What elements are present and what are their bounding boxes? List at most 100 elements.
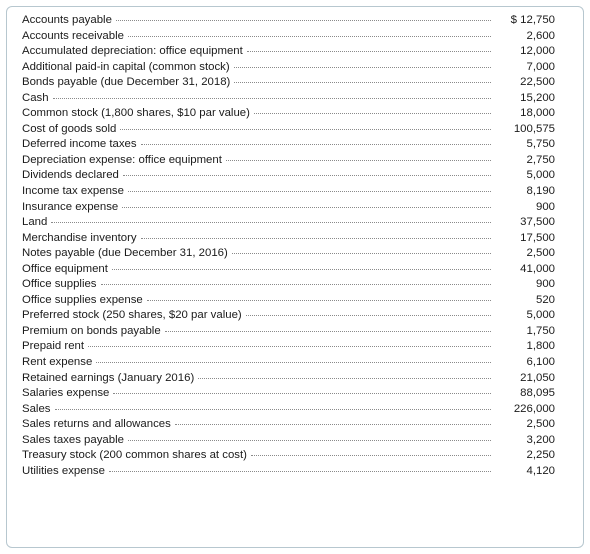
account-row: Sales taxes payable 3,200 <box>22 433 555 449</box>
account-amount: 2,750 <box>526 153 555 166</box>
dot-leader <box>174 424 491 426</box>
account-row: Notes payable (due December 31, 2016) 2,5… <box>22 246 555 262</box>
account-amount: 2,500 <box>526 418 555 431</box>
account-row: Land 37,500 <box>22 215 555 231</box>
account-amount: 4,120 <box>526 464 555 477</box>
dot-leader <box>233 66 491 68</box>
dot-leader <box>250 455 491 457</box>
account-row: Cost of goods sold 100,575 <box>22 122 555 138</box>
account-amount: 2,250 <box>526 449 555 462</box>
account-label: Retained earnings (January 2016) <box>22 371 195 384</box>
dot-leader <box>111 268 491 270</box>
account-row: Accumulated depreciation: office equipme… <box>22 44 555 60</box>
account-label: Accounts receivable <box>22 29 124 42</box>
account-amount: 5,000 <box>526 169 555 182</box>
account-amount: 3,200 <box>526 433 555 446</box>
account-amount: 88,095 <box>520 387 555 400</box>
account-row: Income tax expense 8,190 <box>22 184 555 200</box>
account-label: Land <box>22 216 48 229</box>
account-label: Notes payable (due December 31, 2016) <box>22 247 228 260</box>
account-label: Sales taxes payable <box>22 433 124 446</box>
dot-leader <box>140 144 491 146</box>
account-row: Office equipment 41,000 <box>22 262 555 278</box>
account-label: Sales <box>22 402 51 415</box>
dot-leader <box>140 237 491 239</box>
account-amount: 900 <box>535 200 555 213</box>
account-label: Accumulated depreciation: office equipme… <box>22 45 243 58</box>
dot-leader <box>231 253 491 255</box>
account-amount: 100,575 <box>513 122 555 135</box>
account-amount: 21,050 <box>520 371 555 384</box>
account-row: Insurance expense 900 <box>22 200 555 216</box>
dot-leader <box>246 51 491 53</box>
account-label: Office supplies expense <box>22 293 143 306</box>
dot-leader <box>146 299 491 301</box>
account-label: Office equipment <box>22 262 108 275</box>
account-row: Accounts receivable 2,600 <box>22 29 555 45</box>
account-label: Bonds payable (due December 31, 2018) <box>22 76 231 89</box>
dot-leader <box>52 97 491 99</box>
account-label: Utilities expense <box>22 464 105 477</box>
account-amount: 1,800 <box>526 340 555 353</box>
account-label: Cash <box>22 91 49 104</box>
account-label: Dividends declared <box>22 169 119 182</box>
account-label: Treasury stock (200 common shares at cos… <box>22 449 247 462</box>
account-row: Cash 15,200 <box>22 91 555 107</box>
account-label: Accounts payable <box>22 14 112 26</box>
account-amount: 37,500 <box>520 216 555 229</box>
account-amount: 6,100 <box>526 356 555 369</box>
account-row: Premium on bonds payable 1,750 <box>22 324 555 340</box>
account-row: Office supplies expense 520 <box>22 293 555 309</box>
account-row: Sales returns and allowances 2,500 <box>22 417 555 433</box>
dot-leader <box>113 393 491 395</box>
account-row: Common stock (1,800 shares, $10 par valu… <box>22 106 555 122</box>
account-row: Treasury stock (200 common shares at cos… <box>22 448 555 464</box>
account-row: Prepaid rent 1,800 <box>22 339 555 355</box>
dot-leader <box>127 35 491 37</box>
account-label: Additional paid-in capital (common stock… <box>22 60 230 73</box>
account-row: Utilities expense 4,120 <box>22 464 555 480</box>
account-amount: 18,000 <box>520 107 555 120</box>
dot-leader <box>51 222 491 224</box>
account-amount: 15,200 <box>520 91 555 104</box>
account-label: Premium on bonds payable <box>22 324 161 337</box>
account-amount: 520 <box>535 293 555 306</box>
account-label: Deferred income taxes <box>22 138 137 151</box>
account-amount: 2,500 <box>526 247 555 260</box>
account-list: Accounts payable $ 12,750 Accounts receiva… <box>22 13 555 479</box>
account-amount: 1,750 <box>526 324 555 337</box>
account-amount: 5,750 <box>526 138 555 151</box>
dot-leader <box>54 408 491 410</box>
dot-leader <box>127 439 491 441</box>
account-amount: 2,600 <box>526 29 555 42</box>
dot-leader <box>225 159 491 161</box>
account-row: Deferred income taxes 5,750 <box>22 137 555 153</box>
dot-leader <box>115 20 491 21</box>
dot-leader <box>96 362 491 364</box>
account-amount: 8,190 <box>526 185 555 198</box>
dot-leader <box>122 206 491 208</box>
account-amount: 22,500 <box>520 76 555 89</box>
dot-leader <box>122 175 491 177</box>
account-row: Accounts payable $ 12,750 <box>22 13 555 29</box>
account-label: Office supplies <box>22 278 97 291</box>
account-label: Sales returns and allowances <box>22 418 171 431</box>
account-row: Bonds payable (due December 31, 2018) 22,… <box>22 75 555 91</box>
dot-leader <box>108 470 491 472</box>
account-row: Office supplies 900 <box>22 277 555 293</box>
account-label: Income tax expense <box>22 185 124 198</box>
account-row: Sales 226,000 <box>22 402 555 418</box>
account-row: Additional paid-in capital (common stock… <box>22 60 555 76</box>
account-label: Depreciation expense: office equipment <box>22 153 222 166</box>
account-row: Merchandise inventory 17,500 <box>22 231 555 247</box>
dot-leader <box>253 113 491 115</box>
account-row: Retained earnings (January 2016) 21,050 <box>22 371 555 387</box>
account-amount: 41,000 <box>520 262 555 275</box>
dot-leader <box>100 284 491 286</box>
account-row: Salaries expense 88,095 <box>22 386 555 402</box>
account-amount: 17,500 <box>520 231 555 244</box>
account-row: Preferred stock (250 shares, $20 par val… <box>22 308 555 324</box>
account-label: Salaries expense <box>22 387 110 400</box>
dot-leader <box>198 377 491 379</box>
account-label: Preferred stock (250 shares, $20 par val… <box>22 309 242 322</box>
